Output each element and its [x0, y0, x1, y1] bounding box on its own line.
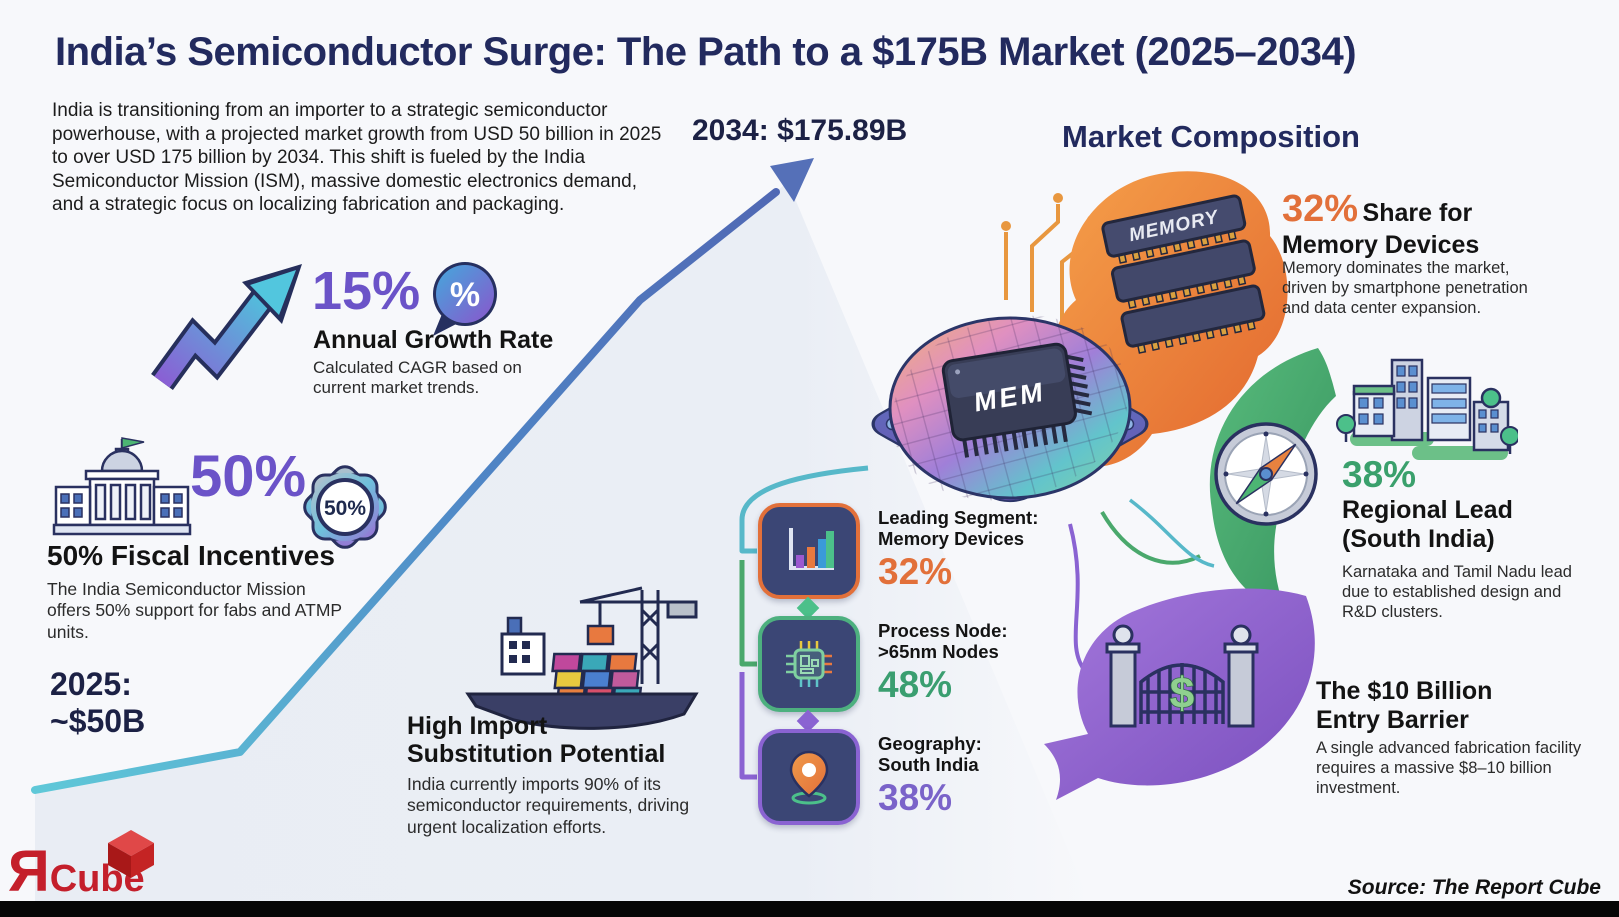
- government-building-icon: [52, 437, 192, 536]
- label-2025-value: 2025: ~$50B: [50, 666, 146, 739]
- dollar-sign: $: [1170, 669, 1194, 718]
- circuit-node: [1053, 193, 1063, 203]
- circuit-trace-green: [1100, 510, 1201, 565]
- growth-trend-line: [31, 188, 780, 794]
- callout-value: 48%: [878, 663, 953, 705]
- fiscal-incentive-value: 50%: [190, 444, 307, 509]
- circuit-node: [1001, 221, 1011, 231]
- fiscal-incentives-title: 50% Fiscal Incentives: [47, 540, 335, 571]
- growth-arrowhead: [770, 158, 814, 202]
- callout-value: 32%: [878, 550, 953, 592]
- circuit-trace-purple: [1068, 523, 1088, 674]
- report-cube-logo: Я Cube: [8, 839, 145, 904]
- callout-icon-box: [758, 616, 860, 712]
- label-2034-value: 2034: $175.89B: [692, 114, 908, 147]
- callout-leading-segment: Leading Segment: Memory Devices 32%: [758, 503, 1038, 599]
- mc-regional-lead-desc: Karnataka and Tamil Nadu lead due to est…: [1342, 563, 1572, 622]
- gear-label: 50%: [324, 497, 366, 520]
- gear-icon: 50%: [303, 465, 387, 549]
- market-composition-heading: Market Composition: [1062, 119, 1360, 154]
- wafer-chip-graphic: MEM: [870, 292, 1150, 526]
- callout-connector-teal: [739, 465, 869, 554]
- circuit-trace-orange-1: [1030, 204, 1060, 312]
- mc-memory-share-desc: Memory dominates the market, driven by s…: [1282, 259, 1528, 318]
- mc-entry-barrier-title: The $10 Billion Entry Barrier: [1316, 677, 1493, 734]
- mc-entry-barrier-desc: A single advanced fabrication facility r…: [1316, 739, 1582, 798]
- red-cube-icon: [108, 830, 154, 878]
- logo-r-glyph: Я: [8, 839, 50, 904]
- percent-bubble-icon: %: [433, 262, 497, 336]
- bar-chart-icon: [789, 528, 834, 570]
- memory-stack-icon: MEMORY: [1101, 194, 1266, 354]
- callout-geography: Geography: South India 38%: [758, 729, 982, 825]
- memory-chip: MEM: [941, 342, 1093, 458]
- growth-rate-title: Annual Growth Rate: [313, 326, 554, 354]
- import-substitution-title: High Import Substitution Potential: [407, 712, 666, 768]
- mc-regional-lead-value: 38%: [1342, 454, 1417, 495]
- mc-memory-share-title: Share for Memory Devices: [1282, 199, 1480, 259]
- callout-icon-box: [758, 503, 860, 599]
- growth-area-fill: [35, 182, 1090, 902]
- callout-value: 38%: [878, 776, 953, 818]
- compass-icon: [1214, 422, 1318, 526]
- growth-rate-value: 15%: [312, 261, 421, 321]
- trend-up-arrow-icon: [151, 264, 302, 390]
- mc-regional-lead-title: Regional Lead (South India): [1342, 496, 1513, 553]
- city-buildings-icon: [1336, 358, 1518, 460]
- callout-connector-green: [739, 560, 757, 667]
- entry-barrier-gate-icon: $: [1105, 624, 1259, 728]
- mc-memory-share-heading: 32% Share for Memory Devices: [1282, 188, 1544, 259]
- source-attribution: Source: The Report Cube: [1347, 876, 1601, 899]
- mc-memory-share-value: 32%: [1282, 188, 1359, 230]
- callout-connector-purple: [739, 672, 757, 780]
- intro-paragraph: India is transitioning from an importer …: [52, 100, 662, 216]
- growth-rate-desc: Calculated CAGR based on current market …: [313, 358, 522, 398]
- cargo-ship-icon: [465, 586, 699, 730]
- chip-icon: [786, 641, 832, 687]
- callout-process-node: Process Node: >65nm Nodes 48%: [758, 616, 1008, 712]
- callout-label: Leading Segment: Memory Devices: [878, 507, 1039, 550]
- circuit-trace-teal: [1128, 498, 1215, 568]
- import-substitution-desc: India currently imports 90% of its semic…: [407, 774, 690, 837]
- page-title: India’s Semiconductor Surge: The Path to…: [55, 30, 1357, 74]
- callout-label: Process Node: >65nm Nodes: [878, 620, 1008, 663]
- bottom-bar: [0, 901, 1619, 917]
- fiscal-incentives-desc: The India Semiconductor Mission offers 5…: [47, 579, 342, 642]
- callout-icon-box: [758, 729, 860, 825]
- callout-label: Geography: South India: [878, 733, 982, 776]
- location-pin-icon: [789, 750, 829, 805]
- percent-glyph: %: [450, 276, 480, 314]
